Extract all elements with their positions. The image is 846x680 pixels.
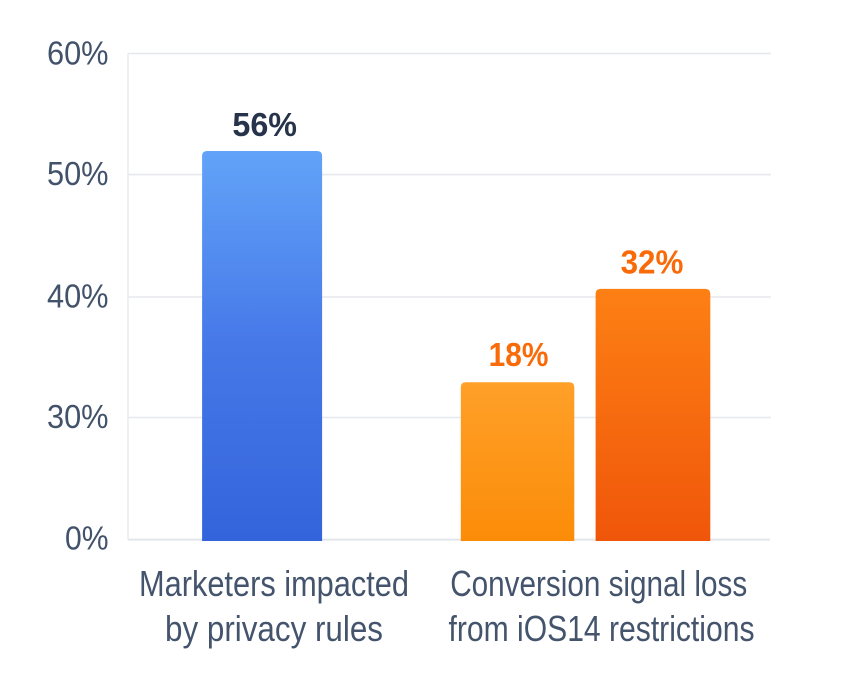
svg-text:0%: 0% [65,520,109,557]
svg-text:32%: 32% [621,244,684,281]
svg-text:Conversion signal loss: Conversion signal loss [450,563,747,604]
svg-text:50%: 50% [47,155,109,192]
svg-text:60%: 60% [47,35,109,72]
svg-text:by privacy rules: by privacy rules [165,608,383,649]
svg-text:40%: 40% [47,278,109,315]
svg-text:Marketers impacted: Marketers impacted [139,563,409,604]
svg-text:from iOS14 restrictions: from iOS14 restrictions [449,608,755,649]
svg-text:18%: 18% [489,336,549,373]
svg-text:56%: 56% [232,106,297,143]
svg-text:30%: 30% [47,398,109,435]
